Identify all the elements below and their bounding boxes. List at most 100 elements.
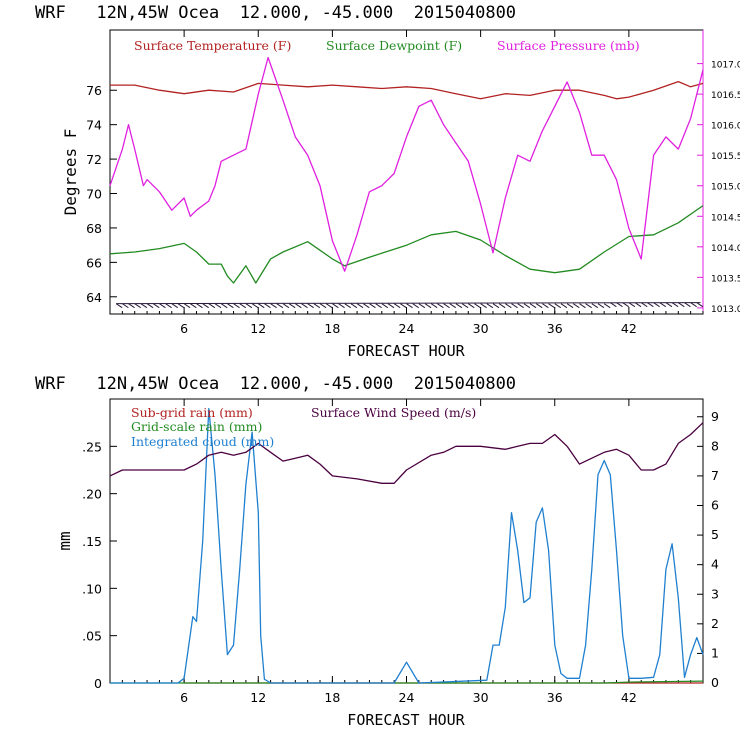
wind-barb: [122, 303, 129, 309]
y-axis-title: mm: [55, 531, 74, 550]
y2-tick-label: 8: [711, 438, 719, 453]
wind-barb: [245, 303, 253, 309]
wind-barb: [325, 303, 333, 309]
y2-tick-label: 1013.0: [711, 305, 740, 315]
wind-barb: [634, 302, 642, 308]
y2-tick-label: 0: [711, 675, 719, 690]
y2-tick-label: 1017.0: [711, 61, 740, 71]
x-tick-label: 24: [399, 690, 415, 705]
wind-barb: [603, 303, 611, 309]
y2-tick-label: 5: [711, 527, 719, 542]
wind-barb: [288, 303, 296, 309]
wind-barb: [344, 303, 352, 309]
wind-barb: [239, 303, 246, 309]
wind-barb: [338, 303, 345, 309]
y2-tick-label: 3: [711, 586, 719, 601]
wind-barb: [369, 303, 376, 309]
wind-barb: [276, 303, 284, 309]
wind-barb: [115, 303, 123, 309]
y2-tick-label: 1014.5: [711, 213, 740, 223]
wind-barb: [486, 303, 494, 309]
wind-barb: [659, 302, 667, 308]
wind-barb: [616, 302, 623, 308]
wind-barb: [400, 303, 407, 309]
wind-barb: [375, 303, 382, 309]
y-tick-label: 74: [86, 118, 102, 133]
wind-barb-baseline: [116, 302, 701, 305]
wind-barb: [579, 303, 586, 309]
y2-tick-label: 1: [711, 645, 719, 660]
wind-barb: [548, 303, 555, 309]
y-tick-label: 64: [86, 290, 102, 305]
wind-barb: [381, 303, 389, 309]
surface-pressure-mb-line: [109, 56, 704, 272]
wind-barb: [585, 303, 592, 309]
x-tick-label: 12: [250, 690, 266, 705]
wind-barb: [455, 303, 463, 309]
legend-gridscale-rain: Grid-scale rain (mm): [131, 419, 262, 434]
legend-subgrid-rain: Sub-grid rain (mm): [131, 405, 253, 420]
wind-barb: [418, 303, 426, 309]
wind-barb: [424, 303, 432, 309]
wind-barb: [628, 302, 636, 308]
surface-temperature-f-line: [110, 80, 704, 100]
surface-wind-speed-m-s-line: [109, 422, 704, 484]
x-tick-label: 24: [399, 321, 415, 336]
wind-barb: [684, 302, 691, 308]
surface-dewpoint-f-line: [109, 205, 704, 284]
y-tick-label: 66: [86, 255, 102, 270]
wind-barb: [356, 303, 364, 309]
wind-barb: [505, 303, 512, 309]
wind-barb: [270, 303, 277, 309]
y-axis-title: Degrees F: [61, 129, 80, 216]
x-tick-label: 30: [473, 690, 489, 705]
y2-tick-label: 2: [711, 616, 719, 631]
wind-barb: [480, 303, 487, 309]
y2-tick-label: 1016.0: [711, 122, 740, 132]
wind-barb: [208, 303, 216, 309]
y2-tick-label: 4: [711, 557, 719, 572]
legend-surface-wind-speed: Surface Wind Speed (m/s): [311, 405, 476, 420]
x-tick-label: 6: [180, 321, 188, 336]
wind-barb: [251, 303, 259, 309]
wind-barb: [640, 302, 648, 308]
wind-barb: [647, 302, 654, 308]
wind-barb: [690, 302, 697, 308]
wind-barb: [257, 303, 265, 309]
wind-barb: [406, 303, 413, 309]
wind-barb: [134, 303, 141, 309]
wind-barb: [295, 303, 302, 309]
wind-barb: [492, 303, 500, 309]
wind-barb: [301, 303, 308, 309]
wind-barb: [523, 303, 531, 309]
x-tick-label: 6: [180, 690, 188, 705]
wind-barb: [412, 303, 419, 309]
wind-barb: [665, 302, 673, 308]
wind-barb: [511, 303, 518, 309]
wind-barb: [622, 302, 629, 308]
x-tick-label: 42: [621, 321, 637, 336]
wind-barb: [233, 303, 240, 309]
panel-precipitation: WRF 12N,45W Ocea 12.000, -45.000 2015040…: [35, 374, 719, 729]
wind-barb: [678, 302, 685, 308]
x-tick-label: 36: [547, 690, 563, 705]
wind-barb: [319, 303, 327, 309]
x-tick-label: 18: [324, 690, 340, 705]
panel-temperature: WRF 12N,45W Ocea 12.000, -45.000 2015040…: [35, 3, 740, 360]
wind-barb: [165, 303, 172, 309]
x-tick-label: 42: [621, 690, 637, 705]
wind-barb: [202, 303, 209, 309]
wind-barb: [282, 303, 290, 309]
y-tick-label: .10: [82, 581, 102, 596]
wind-barb: [566, 303, 574, 309]
wind-barb: [313, 303, 321, 309]
wind-barb: [177, 303, 185, 309]
legend-surface-dewpoint: Surface Dewpoint (F): [326, 38, 462, 53]
wind-barb: [554, 303, 562, 309]
wind-barb: [560, 303, 568, 309]
wind-barb: [146, 303, 154, 309]
wind-barb: [474, 303, 481, 309]
y-tick-label: .25: [82, 439, 102, 454]
wind-barb: [128, 303, 135, 309]
